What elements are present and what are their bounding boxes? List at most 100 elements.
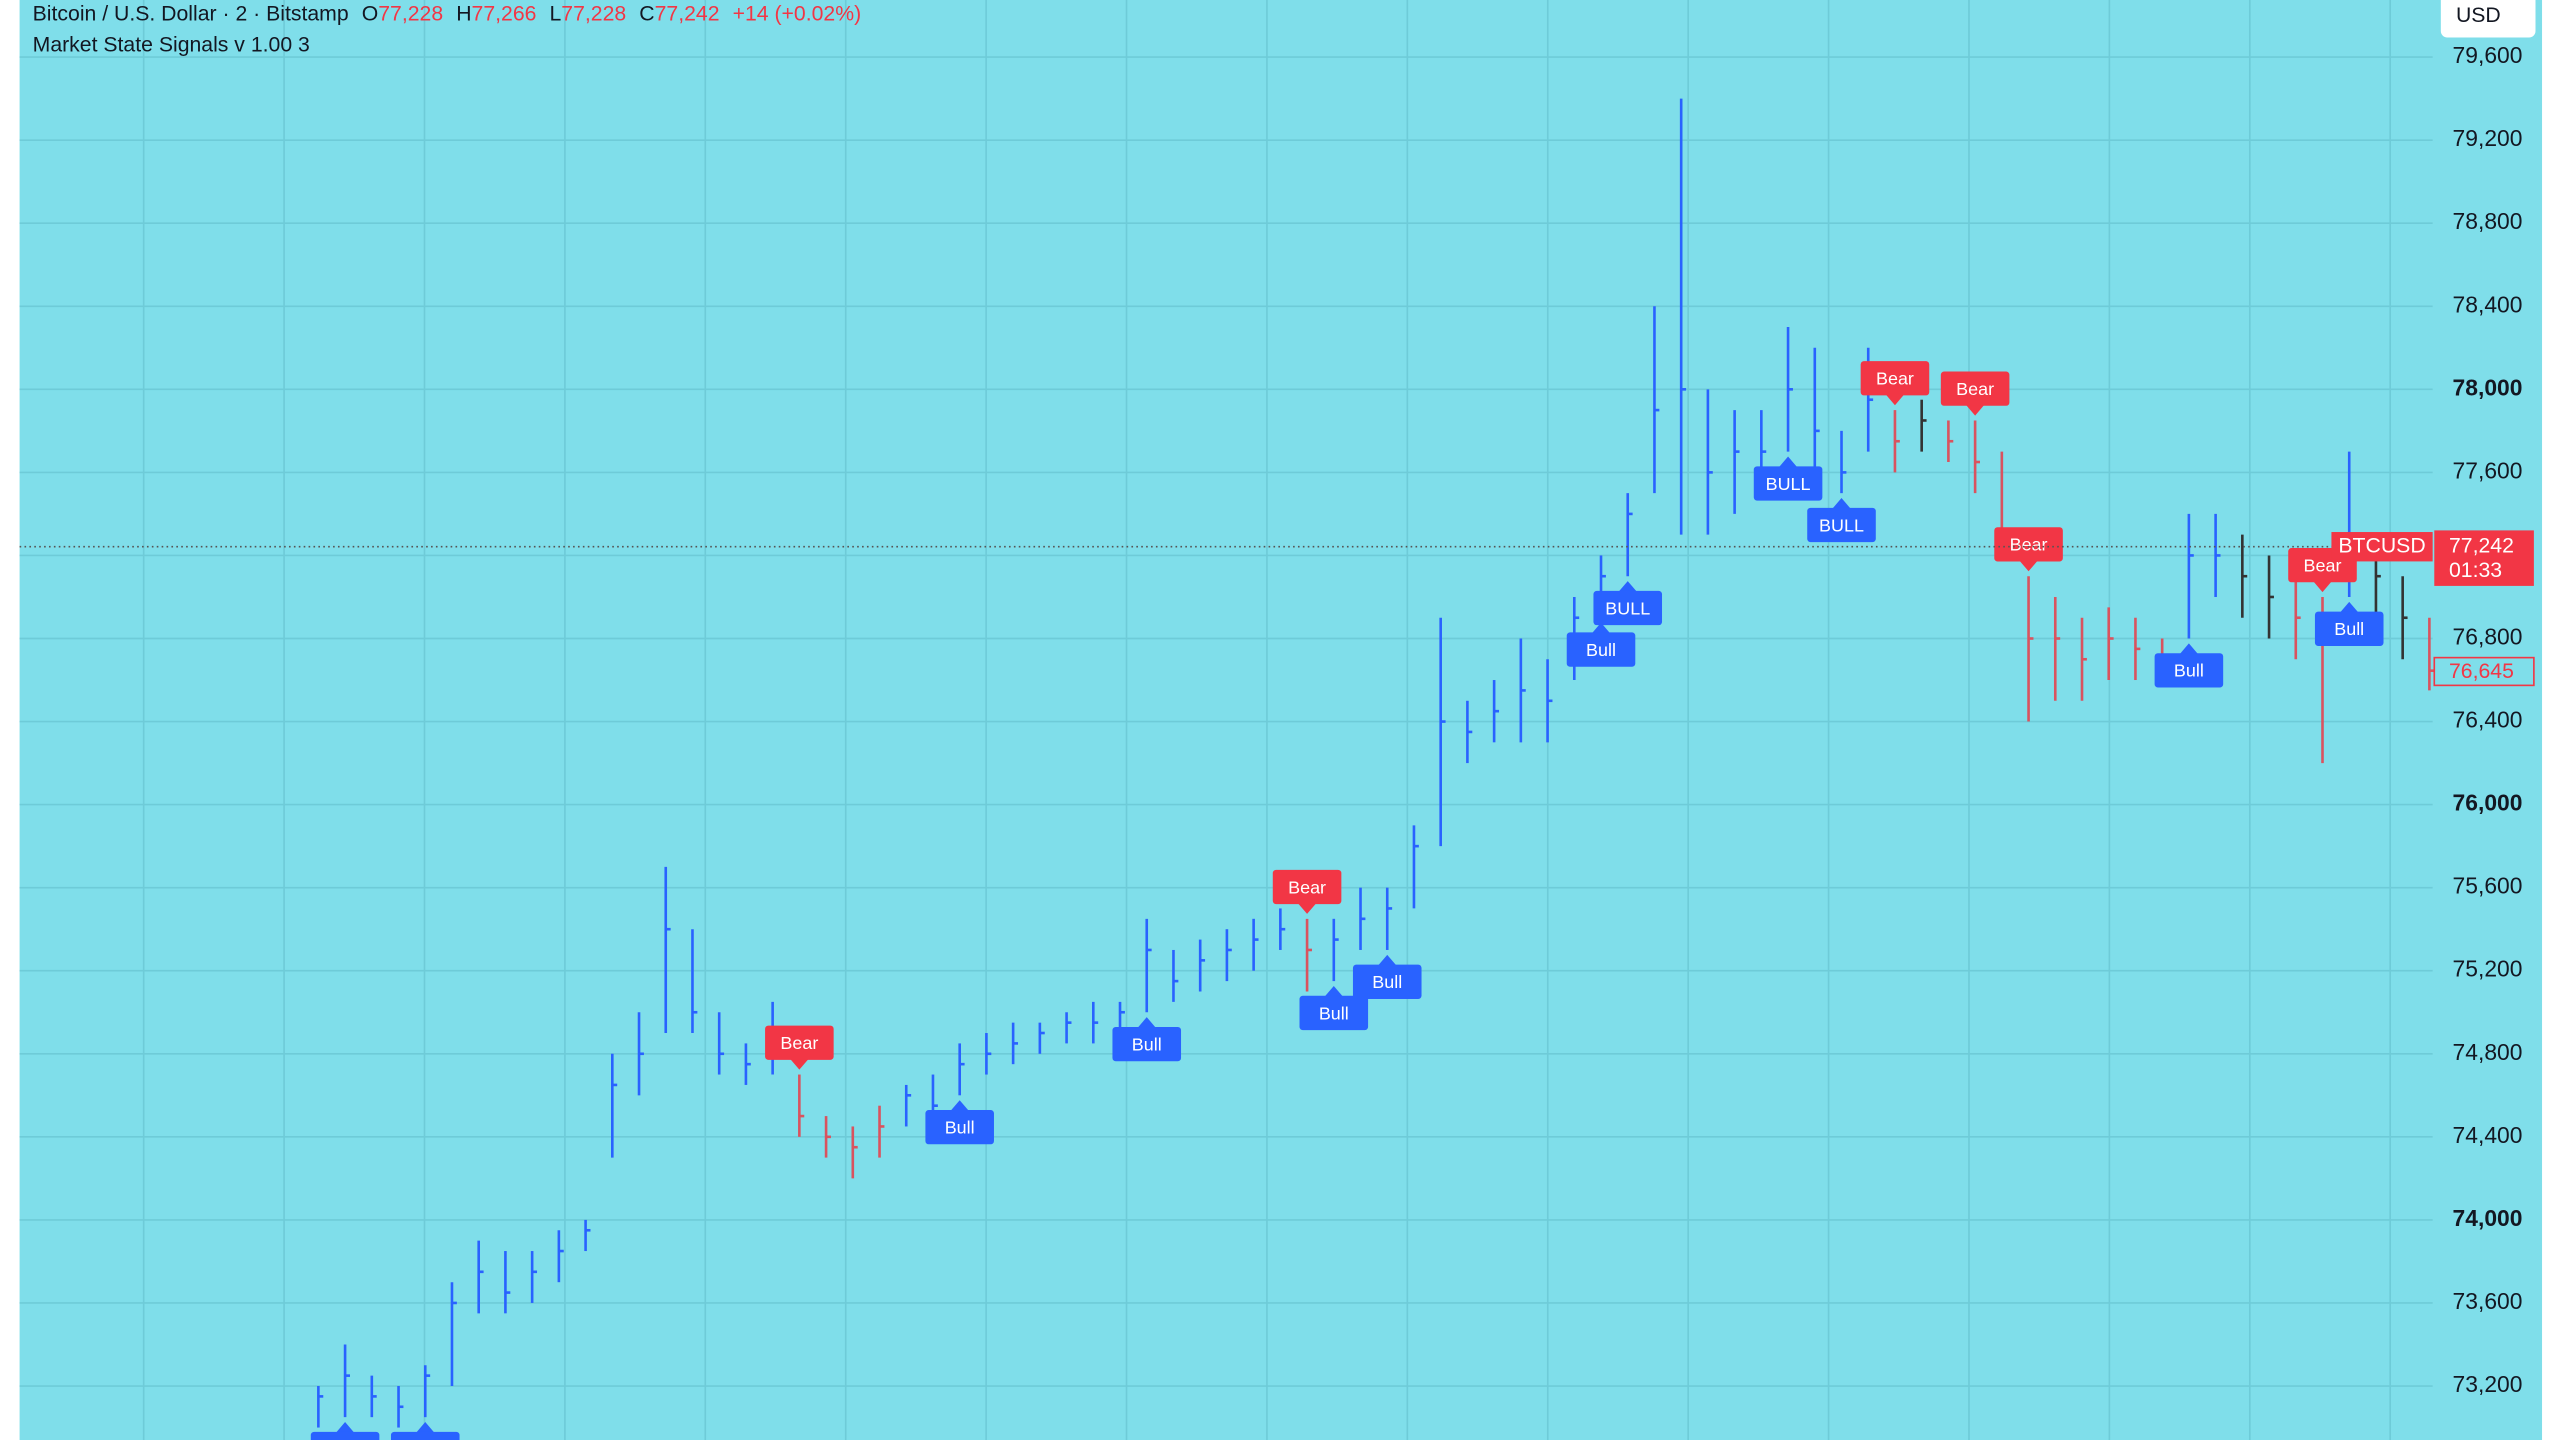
signal-arrow [1136, 1017, 1157, 1029]
signal-label: Bull [1372, 972, 1402, 992]
grid: 73,200 73,600 74,000 74,400 74,800 75,200 75,6… [19, 0, 2523, 1440]
signal-arrow [2018, 559, 2039, 572]
price-marker-box [2433, 656, 2535, 687]
signal-box [1593, 590, 1663, 626]
y-tick-label: 73,200 [2453, 1371, 2523, 1397]
y-tick-label: 75,200 [2453, 956, 2523, 982]
signal-label: Bear [2010, 535, 2048, 555]
signal: Bear [1940, 371, 2010, 416]
signal: Bear [1272, 869, 1342, 914]
y-tick-label: 78,400 [2453, 291, 2523, 317]
overlay: BULL BULL Bear Bull Bull Bear Bull Bull Bull BULL… [19, 361, 2535, 1440]
signal-label: BULL [1766, 474, 1811, 494]
signal-arrow [335, 1422, 355, 1434]
y-tick-label: 74,000 [2453, 1205, 2523, 1231]
signal-box [1994, 527, 2063, 562]
indicator-name[interactable]: Market State Signals v 1.00 3 [33, 33, 310, 56]
signal: Bull [2154, 643, 2224, 688]
signal-arrow [789, 1058, 810, 1070]
signal-label: Bull [945, 1118, 975, 1138]
signal-label: Bear [780, 1033, 818, 1053]
signal-label: Bear [1876, 369, 1914, 389]
chart-background [19, 0, 2543, 1440]
signal-box [2154, 653, 2224, 688]
signal-box [765, 1025, 834, 1060]
signal: Bull [1299, 986, 1369, 1031]
y-tick-label: 74,800 [2453, 1039, 2523, 1065]
signal-label: BULL [1605, 598, 1650, 618]
symbol-label: BTCUSD [2338, 534, 2425, 557]
signal-arrow [1297, 902, 1317, 914]
currency-button[interactable] [2440, 0, 2536, 38]
signal: Bear [1994, 527, 2063, 572]
signal: BULL [1593, 581, 1663, 626]
signal-arrow [1965, 404, 1985, 416]
legend-value: 77,266 [472, 2, 537, 25]
signal-box [1753, 466, 1823, 501]
signal-arrow [1778, 456, 1798, 468]
signal-box [925, 1110, 994, 1145]
y-tick-label: 77,600 [2453, 457, 2523, 483]
signal-arrow [2339, 601, 2360, 614]
signal-label: Bull [2334, 619, 2364, 639]
signal-box [1860, 361, 1930, 396]
y-tick-label: 75,600 [2453, 873, 2523, 899]
price-marker-label: 76,645 [2449, 660, 2514, 683]
signal-box [2314, 611, 2384, 646]
signal-box [1940, 371, 2010, 406]
header-legend: Bitcoin / U.S. Dollar · 2 · Bitstamp O77,… [33, 2, 862, 25]
y-tick-label: 79,200 [2453, 125, 2523, 151]
signal: Bull [925, 1100, 994, 1145]
signal-label: Bull [1319, 1003, 1349, 1023]
last-price-box [2434, 530, 2534, 586]
signal-arrow [1591, 622, 1611, 635]
legend-key: H [456, 2, 471, 25]
legend-key: L [550, 2, 562, 25]
signal: BULL [1753, 456, 1823, 501]
signal-box [390, 1431, 460, 1440]
signal: BULL [1807, 498, 1876, 543]
y-tick-label: 79,600 [2453, 42, 2523, 68]
signal-label: Bull [2174, 661, 2204, 681]
legend-value: 77,228 [378, 2, 443, 25]
legend-change: +14 (+0.02%) [733, 2, 862, 25]
y-tick-label: 76,000 [2453, 790, 2523, 816]
legend-value: 77,242 [655, 2, 720, 25]
signal: Bear [1860, 361, 1930, 406]
signal-box [1807, 507, 1876, 543]
symbol-box [2331, 532, 2433, 562]
signal: Bull [1352, 954, 1422, 999]
countdown-label: 01:33 [2449, 559, 2502, 582]
signal-box [1352, 964, 1422, 999]
signal-arrow [1885, 393, 1905, 406]
signal-label: Bear [1956, 379, 1994, 399]
signal-arrow [1377, 954, 1398, 967]
signal-arrow [2312, 580, 2333, 593]
signal-label: Bear [1288, 877, 1326, 897]
signal-label: Bull [1132, 1034, 1162, 1054]
y-tick-label: 78,000 [2453, 374, 2523, 400]
signal: Bull [1112, 1017, 1182, 1062]
signal-arrow [2179, 643, 2199, 655]
y-tick-label: 78,800 [2453, 208, 2523, 234]
signal-arrow [1617, 581, 1638, 593]
signal-label: Bull [1586, 640, 1616, 660]
signal-box [1566, 632, 1636, 667]
signal-arrow [415, 1422, 436, 1434]
currency-label[interactable]: USD [2456, 4, 2501, 27]
y-tick-label: 76,400 [2453, 707, 2523, 733]
legend-key: O [362, 2, 379, 25]
y-tick-label: 76,800 [2453, 624, 2523, 650]
signal-arrow [1323, 986, 1344, 998]
signal-box [1272, 869, 1342, 905]
signal-box [310, 1431, 380, 1440]
legend-value: 77,228 [561, 2, 626, 25]
legend-key: C [639, 2, 654, 25]
signal-arrow [949, 1100, 970, 1112]
signal: Bull [1566, 622, 1636, 667]
signal-label: BULL [1819, 515, 1864, 535]
signal-box [1299, 995, 1369, 1031]
signal: Bull [2314, 601, 2384, 646]
last-price-label: 77,242 [2449, 534, 2514, 557]
